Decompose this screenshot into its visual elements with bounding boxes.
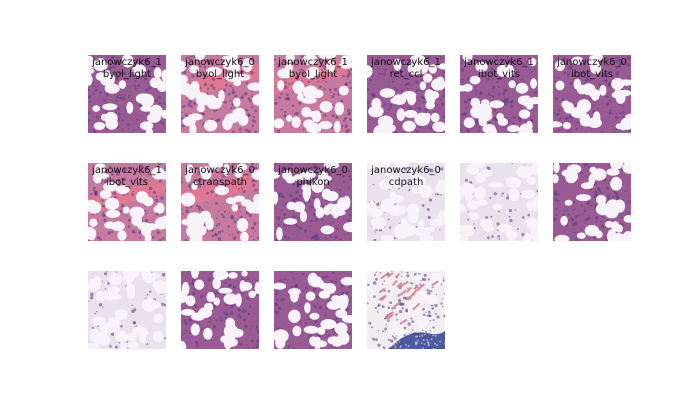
histology-tile-image — [88, 55, 166, 133]
panel-title-line2: phikon — [296, 177, 330, 188]
histology-tile-image — [367, 55, 445, 133]
histology-tile-image — [367, 163, 445, 241]
panel-title-line2: byol_light — [195, 69, 245, 80]
panel-title-line1: janowczyk6_0 — [185, 165, 255, 176]
panel-title-line1: janowczyk6_0 — [557, 57, 627, 68]
panel-title: janowczyk6_1 byol_light — [68, 57, 186, 81]
histology-tile-image — [88, 271, 166, 349]
histology-tile-image — [181, 271, 259, 349]
panel-title-line1: janowczyk6_1 — [278, 57, 348, 68]
histology-tile-image — [553, 55, 631, 133]
panel-title: janowczyk6_1 byol_light — [254, 57, 372, 81]
panel-title-line1: janowczyk6_1 — [371, 57, 441, 68]
panel-title-line1: janowczyk6_0 — [185, 57, 255, 68]
panel-title-line2: byol_light — [102, 69, 152, 80]
panel-title-line2: ibot_vits — [478, 69, 520, 80]
panel-title: janowczyk6_1 ret_ccl — [347, 57, 465, 81]
histology-tile-image — [460, 55, 538, 133]
panel-title-line2: ctranspath — [193, 177, 247, 188]
panel-title-line2: ibot_vits — [571, 69, 613, 80]
panel-title-line2: cdpath — [388, 177, 424, 188]
panel-title-line1: janowczyk6_0 — [371, 165, 441, 176]
histology-tile-image — [274, 163, 352, 241]
panel-title-line2: ret_ccl — [389, 69, 423, 80]
panel-title: janowczyk6_0 ctranspath — [161, 165, 279, 189]
panel-title: janowczyk6_0 byol_light — [161, 57, 279, 81]
panel-title-line1: janowczyk6_1 — [92, 165, 162, 176]
histology-tile-image — [274, 55, 352, 133]
histology-tile-image — [181, 163, 259, 241]
histology-tile-image — [553, 163, 631, 241]
panel-title: janowczyk6_0 ibot_vits — [533, 57, 651, 81]
panel-title: janowczyk6_1 ibot_vits — [68, 165, 186, 189]
histology-tile-image — [367, 271, 445, 349]
histology-tile-image — [460, 163, 538, 241]
panel-title-line1: janowczyk6_1 — [464, 57, 534, 68]
panel-title-line2: ibot_vits — [106, 177, 148, 188]
panel-title: janowczyk6_0 cdpath — [347, 165, 465, 189]
histology-tile-image — [274, 271, 352, 349]
panel-title-line1: janowczyk6_0 — [278, 165, 348, 176]
panel-title: janowczyk6_1 ibot_vits — [440, 57, 558, 81]
panel-title: janowczyk6_0 phikon — [254, 165, 372, 189]
panel-title-line2: byol_light — [288, 69, 338, 80]
panel-title-line1: janowczyk6_1 — [92, 57, 162, 68]
histology-tile-image — [181, 55, 259, 133]
histology-tile-image — [88, 163, 166, 241]
